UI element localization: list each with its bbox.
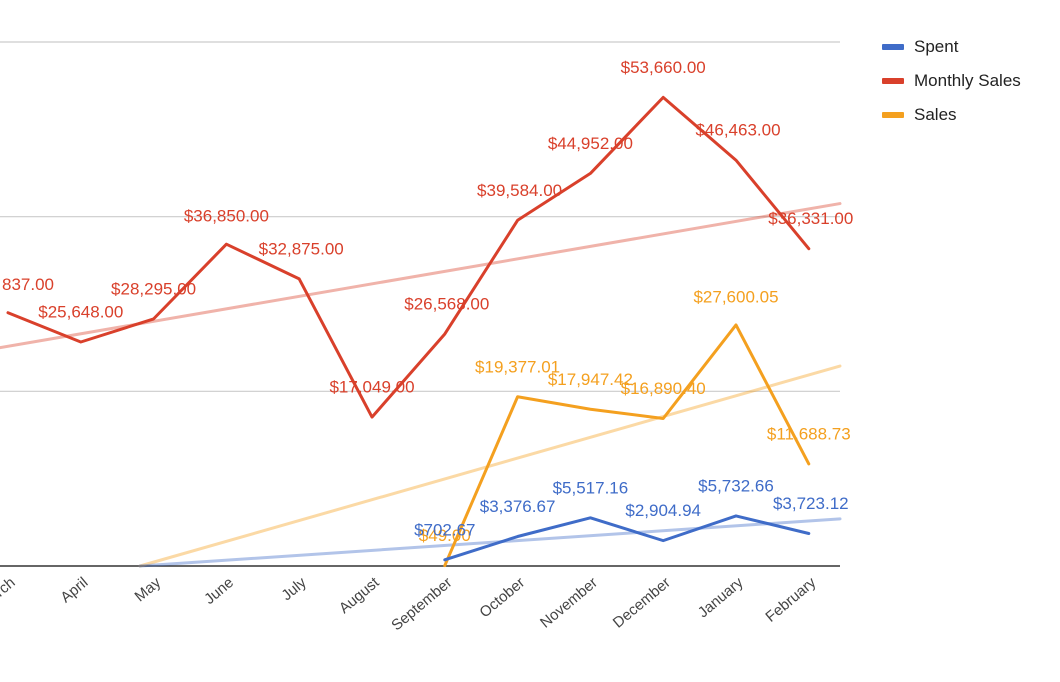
- legend-swatch-monthly-sales: [882, 78, 904, 84]
- data-label-monthly-sales-5: $17,049.00: [329, 378, 414, 397]
- legend-label-monthly-sales: Monthly Sales: [914, 71, 1021, 90]
- data-label-monthly-sales-10: $46,463.00: [695, 121, 780, 140]
- x-tick-label-11: February: [762, 574, 819, 626]
- data-label-spent-10: $5,732.66: [698, 476, 774, 495]
- legend-item-monthly-sales[interactable]: Monthly Sales: [882, 64, 1021, 98]
- x-tick-label-2: May: [132, 574, 165, 606]
- legend-item-sales[interactable]: Sales: [882, 98, 1021, 132]
- data-label-monthly-sales-11: $36,331.00: [768, 209, 853, 228]
- data-label-spent-8: $5,517.16: [553, 478, 629, 497]
- data-label-monthly-sales-6: $26,568.00: [404, 294, 489, 313]
- data-label-sales-11: $11,688.73: [767, 424, 851, 443]
- trendline-sales: [138, 364, 842, 568]
- x-tick-label-5: August: [336, 574, 383, 618]
- x-tick-label-1: April: [57, 574, 91, 606]
- legend: Spent Monthly Sales Sales: [882, 30, 1021, 132]
- data-label-sales-9: $16,890.40: [621, 379, 706, 398]
- x-tick-label-10: January: [695, 574, 747, 622]
- data-label-monthly-sales-2: $28,295.00: [111, 279, 196, 298]
- legend-swatch-sales: [882, 112, 904, 118]
- x-axis-ticks: rch April May June July August September Octobe…: [0, 574, 820, 635]
- x-tick-label-9: December: [610, 574, 674, 632]
- trendline-monthly-sales: [0, 202, 842, 350]
- x-tick-label-4: July: [278, 574, 310, 604]
- series-lines: [6, 95, 811, 568]
- data-labels: 837.00 $25,648.00 $28,295.00 $36,850.00 $32,…: [2, 58, 853, 545]
- gridlines: [0, 41, 840, 567]
- data-label-sales-7: $19,377.01: [475, 357, 560, 376]
- x-tick-label-6: September: [388, 574, 455, 634]
- data-label-monthly-sales-9: $53,660.00: [621, 58, 706, 77]
- x-tick-label-7: October: [476, 574, 528, 621]
- series-line-spent: [443, 514, 811, 562]
- x-tick-label-8: November: [537, 574, 601, 632]
- data-label-monthly-sales-7: $39,584.00: [477, 181, 562, 200]
- legend-item-spent[interactable]: Spent: [882, 30, 1021, 64]
- data-label-monthly-sales-3: $36,850.00: [184, 207, 269, 226]
- trendlines: [0, 202, 842, 568]
- data-label-sales-6: $49.00: [419, 526, 471, 545]
- x-tick-label-0: rch: [0, 574, 19, 600]
- legend-label-sales: Sales: [914, 105, 957, 124]
- data-label-monthly-sales-1: $25,648.00: [38, 303, 123, 322]
- data-label-monthly-sales-8: $44,952.00: [548, 134, 633, 153]
- series-line-monthly-sales: [6, 95, 811, 419]
- data-label-sales-10: $27,600.05: [693, 287, 778, 306]
- trendline-spent: [138, 517, 842, 568]
- data-label-monthly-sales-0: 837.00: [2, 275, 54, 294]
- data-label-spent-11: $3,723.12: [773, 494, 849, 513]
- legend-label-spent: Spent: [914, 37, 959, 56]
- data-label-spent-7: $3,376.67: [480, 497, 556, 516]
- x-tick-label-3: June: [201, 574, 237, 608]
- legend-swatch-spent: [882, 44, 904, 50]
- series-line-sales: [443, 323, 811, 568]
- data-label-sales-8: $17,947.42: [548, 370, 633, 389]
- data-label-spent-9: $2,904.94: [625, 501, 701, 520]
- data-label-spent-6: $702.67: [414, 520, 475, 539]
- data-label-monthly-sales-4: $32,875.00: [259, 239, 344, 258]
